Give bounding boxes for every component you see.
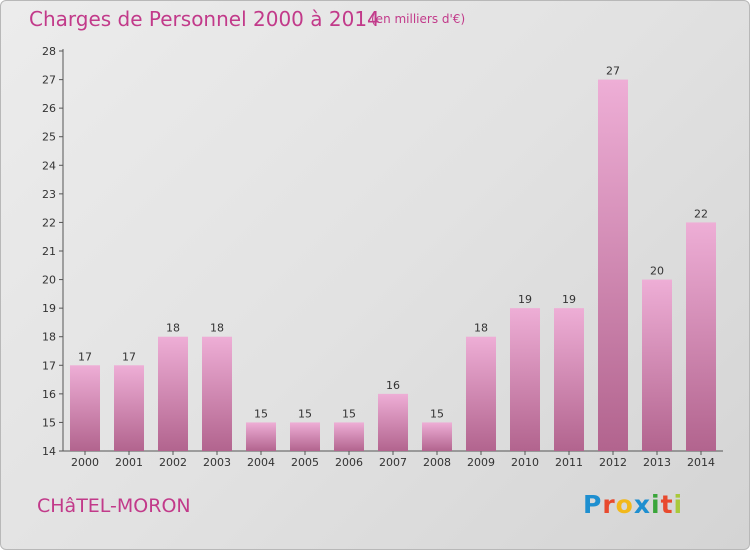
bar	[642, 279, 672, 451]
bar-value-label: 18	[166, 322, 180, 335]
x-tick-label: 2000	[71, 456, 99, 469]
bar-value-label: 16	[386, 379, 400, 392]
bar	[378, 393, 408, 451]
bar-value-label: 15	[430, 407, 444, 420]
bar	[686, 222, 716, 451]
y-tick-label: 25	[42, 131, 56, 144]
logo-letter: x	[633, 490, 651, 519]
bar	[246, 422, 276, 451]
y-tick-label: 15	[42, 416, 56, 429]
bar	[554, 308, 584, 451]
y-tick-label: 16	[42, 388, 56, 401]
bar	[466, 336, 496, 451]
x-tick-label: 2002	[159, 456, 187, 469]
bar	[114, 365, 144, 451]
bar-value-label: 19	[518, 293, 532, 306]
logo-letter: o	[615, 490, 634, 519]
bar	[158, 336, 188, 451]
x-tick-label: 2003	[203, 456, 231, 469]
logo-letter: r	[602, 490, 616, 519]
y-tick-label: 28	[42, 45, 56, 58]
logo-letter: i	[651, 490, 661, 519]
bar-value-label: 17	[122, 350, 136, 363]
y-tick-label: 22	[42, 216, 56, 229]
y-tick-label: 19	[42, 302, 56, 315]
x-tick-label: 2012	[599, 456, 627, 469]
bar-value-label: 19	[562, 293, 576, 306]
bar	[70, 365, 100, 451]
y-tick-label: 21	[42, 245, 56, 258]
x-tick-label: 2009	[467, 456, 495, 469]
bar-value-label: 27	[606, 65, 620, 78]
proxiti-logo: Proxiti	[583, 490, 683, 519]
x-tick-label: 2001	[115, 456, 143, 469]
x-tick-label: 2005	[291, 456, 319, 469]
y-tick-label: 24	[42, 159, 56, 172]
y-tick-label: 18	[42, 331, 56, 344]
bar	[290, 422, 320, 451]
x-tick-label: 2008	[423, 456, 451, 469]
x-tick-label: 2011	[555, 456, 583, 469]
chart-title: Charges de Personnel 2000 à 2014	[29, 7, 380, 31]
y-tick-label: 23	[42, 188, 56, 201]
y-tick-label: 17	[42, 359, 56, 372]
bar-value-label: 15	[254, 407, 268, 420]
bar-value-label: 22	[694, 207, 708, 220]
x-tick-label: 2010	[511, 456, 539, 469]
bar-value-label: 18	[210, 322, 224, 335]
x-tick-label: 2004	[247, 456, 275, 469]
logo-letter: t	[660, 490, 674, 519]
bar	[202, 336, 232, 451]
logo-letter: i	[673, 490, 684, 519]
chart-unit: (en milliers d'€)	[371, 12, 466, 26]
bar	[598, 79, 628, 452]
bar	[510, 308, 540, 451]
logo-letter: P	[583, 490, 603, 519]
x-tick-label: 2006	[335, 456, 363, 469]
y-tick-label: 26	[42, 102, 56, 115]
x-tick-label: 2014	[687, 456, 715, 469]
bar-value-label: 15	[298, 407, 312, 420]
y-tick-label: 20	[42, 274, 56, 287]
y-tick-label: 14	[42, 445, 56, 458]
bar-value-label: 17	[78, 350, 92, 363]
bar-value-label: 18	[474, 322, 488, 335]
bar	[422, 422, 452, 451]
y-tick-label: 27	[42, 74, 56, 87]
bar-value-label: 15	[342, 407, 356, 420]
bar-value-label: 20	[650, 265, 664, 278]
x-tick-label: 2007	[379, 456, 407, 469]
bar	[334, 422, 364, 451]
x-tick-label: 2013	[643, 456, 671, 469]
commune-name: CHâTEL-MORON	[37, 495, 191, 517]
